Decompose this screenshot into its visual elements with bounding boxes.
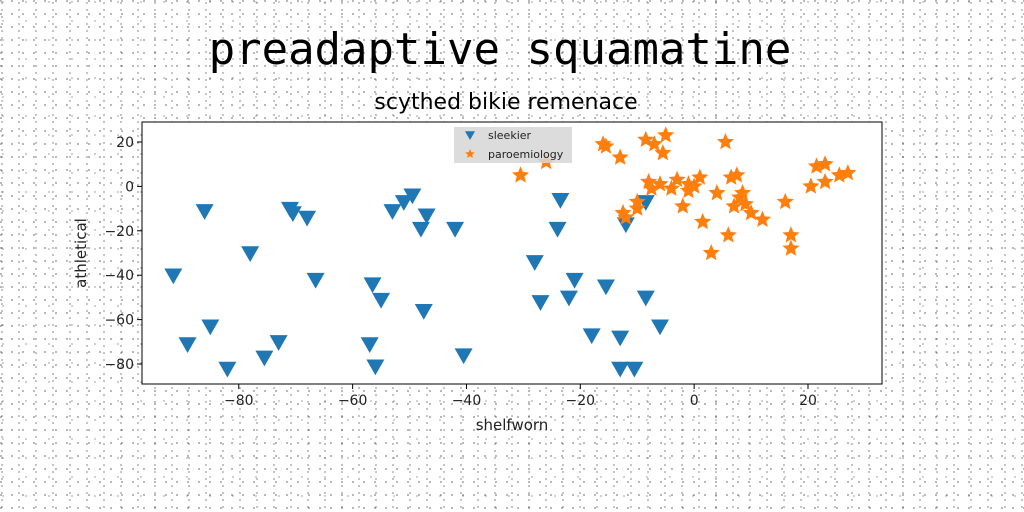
- legend-label-sleekier: sleekier: [488, 129, 532, 142]
- y-tick-label: 0: [125, 179, 134, 195]
- y-tick-label: −40: [104, 268, 134, 284]
- y-tick-label: 20: [116, 135, 134, 151]
- y-tick-label: −20: [104, 224, 134, 240]
- x-tick-label: −60: [338, 393, 368, 409]
- legend-label-paroemiology: paroemiology: [488, 148, 564, 161]
- legend: sleekier paroemiology: [454, 127, 572, 163]
- x-tick-label: −20: [566, 393, 596, 409]
- x-axis-label: shelfworn: [476, 416, 549, 434]
- y-tick-label: −60: [104, 313, 134, 329]
- x-tick-label: 20: [799, 393, 817, 409]
- x-tick-label: 0: [690, 393, 699, 409]
- chart-title: preadaptive squamatine: [209, 24, 792, 75]
- y-tick-label: −80: [104, 357, 134, 373]
- x-tick-label: −40: [452, 393, 482, 409]
- y-axis-label: athletical: [72, 218, 90, 288]
- x-tick-label: −80: [224, 393, 254, 409]
- chart-subtitle: scythed bikie remenace: [374, 90, 637, 115]
